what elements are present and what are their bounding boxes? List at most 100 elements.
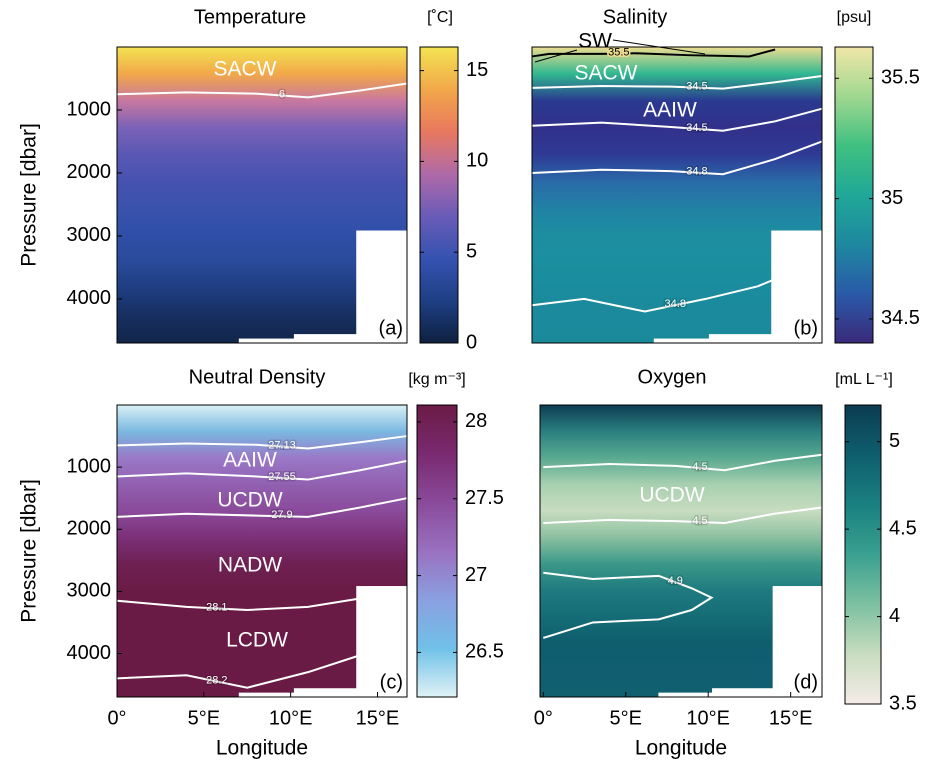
x-tick-label: 5°E [610, 707, 642, 729]
contour-line [543, 506, 823, 525]
colorbar-tick-label: 35 [881, 187, 903, 209]
colorbar-unit: [kg m⁻³] [408, 371, 465, 388]
colorbar-unit: [˚C] [427, 9, 453, 26]
y-tick-label: 1000 [67, 455, 112, 477]
contour-line [116, 497, 408, 518]
x-tick-label: 15°E [356, 707, 400, 729]
water-mass-label: SACW [214, 58, 277, 81]
panel-label: (c) [380, 671, 403, 693]
contour-label: 35.5 [608, 47, 629, 59]
colorbar-tick-label: 3.5 [889, 692, 917, 714]
colorbar-tick-label: 35.5 [881, 67, 920, 89]
y-axis-label: Pressure [dbar] [18, 123, 41, 267]
water-mass-label: UCDW [639, 484, 704, 507]
y-tick-label: 4000 [67, 287, 112, 309]
panel-label: (b) [794, 317, 818, 339]
panel-title: Oxygen [638, 366, 707, 388]
topography-mask [293, 334, 358, 344]
x-axis-label: Longitude [216, 737, 308, 760]
colorbar-unit: [psu] [837, 9, 872, 26]
colorbar-tick-label: 10 [466, 150, 488, 172]
colorbar [834, 46, 874, 344]
contour-label: 34.8 [665, 298, 686, 310]
contour-label: 27.9 [271, 509, 292, 521]
topography-mask [238, 338, 297, 344]
colorbar-tick-label: 5 [466, 240, 477, 262]
water-mass-label: LCDW [226, 629, 288, 652]
x-tick-label: 10°E [686, 707, 730, 729]
water-mass-label: AAIW [223, 449, 277, 472]
contour-line [531, 74, 823, 90]
y-tick-label: 2000 [67, 518, 112, 540]
plot-frame [116, 404, 408, 698]
contour-label: 34.5 [686, 122, 707, 134]
topography-mask [653, 338, 712, 344]
contour-label: 34.8 [686, 166, 707, 178]
plot-frame [531, 46, 823, 344]
colorbar-tick-label: 27.5 [465, 487, 504, 509]
contour-line [116, 459, 408, 481]
contour-line [116, 435, 408, 450]
colorbar-tick-label: 5 [889, 430, 900, 452]
colorbar [416, 404, 458, 698]
topography-mask [356, 586, 408, 698]
topography-mask [772, 586, 823, 698]
contour-label: 4.5 [692, 515, 707, 527]
contour-label: 27.55 [268, 471, 296, 483]
water-mass-label: SW [578, 30, 612, 53]
x-tick-label: 0° [534, 707, 553, 729]
colorbar-unit: [mL L⁻¹] [835, 371, 893, 388]
contour-label: 4.9 [668, 575, 683, 587]
x-tick-label: 15°E [769, 707, 813, 729]
plot-frame [116, 46, 408, 344]
panel-title: Salinity [603, 6, 667, 28]
contour-line [542, 571, 714, 639]
x-tick-label: 5°E [188, 707, 220, 729]
colorbar-tick-label: 15 [466, 59, 488, 81]
panel-label: (a) [379, 317, 403, 339]
panel-title: Temperature [194, 6, 306, 28]
contour-line [543, 453, 823, 472]
colorbar-tick-label: 27 [465, 564, 487, 586]
contour-line [116, 652, 366, 689]
y-axis-label: Pressure [dbar] [18, 479, 41, 623]
panel-title: Neutral Density [189, 366, 326, 388]
colorbar [419, 46, 459, 344]
water-mass-label: UCDW [217, 489, 282, 512]
y-tick-label: 3000 [67, 224, 112, 246]
topography-mask [771, 230, 823, 344]
topography-mask [238, 692, 297, 698]
contour-line [116, 596, 366, 612]
contour-line [531, 275, 781, 313]
contour-label: 28.2 [206, 674, 227, 686]
colorbar-tick-label: 0 [466, 331, 477, 353]
y-tick-label: 3000 [67, 580, 112, 602]
contour-label: 34.5 [686, 81, 707, 93]
y-tick-label: 4000 [67, 642, 112, 664]
topography-mask [658, 692, 715, 698]
topography-mask [293, 688, 358, 698]
water-mass-label: NADW [218, 554, 282, 577]
y-tick-label: 1000 [67, 98, 112, 120]
topography-mask [712, 688, 775, 698]
colorbar-tick-label: 34.5 [881, 307, 920, 329]
x-axis-label: Longitude [635, 737, 727, 760]
colorbar-tick-label: 26.5 [465, 641, 504, 663]
y-tick-label: 2000 [67, 161, 112, 183]
contour-label: 27.13 [268, 440, 296, 452]
colorbar [844, 404, 882, 705]
water-mass-label: SACW [575, 62, 638, 85]
contour-line [531, 107, 823, 132]
contour-label: 28.1 [206, 601, 227, 613]
contour-line [116, 82, 408, 99]
x-tick-label: 0° [107, 707, 126, 729]
panel-label: (d) [794, 671, 818, 693]
contour-line [531, 48, 776, 58]
x-tick-label: 10°E [269, 707, 313, 729]
annotation-pointer [534, 49, 578, 63]
colorbar-tick-label: 4.5 [889, 517, 917, 539]
water-mass-label: AAIW [643, 99, 697, 122]
topography-mask [708, 334, 773, 344]
topography-mask [356, 230, 408, 344]
